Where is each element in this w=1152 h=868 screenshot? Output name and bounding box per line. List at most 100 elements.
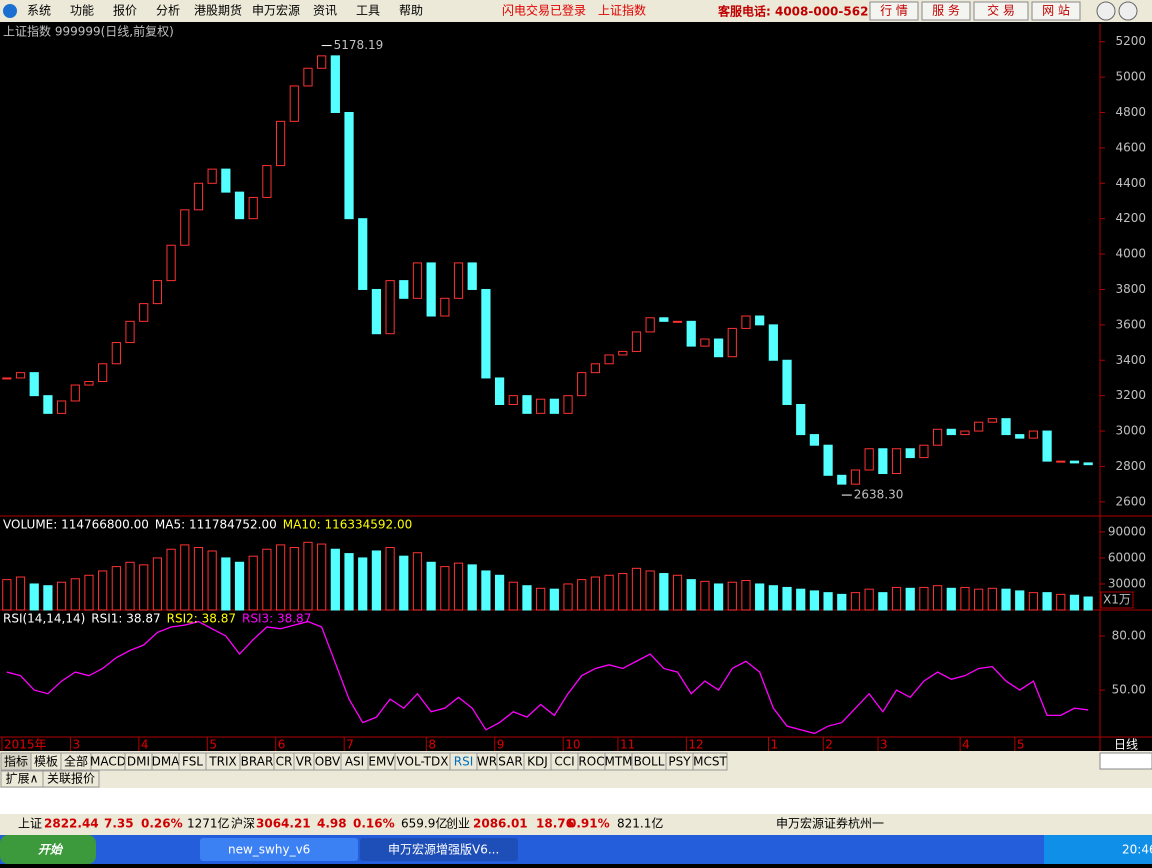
candle — [426, 262, 436, 317]
y-tick-label: 5000 — [1115, 70, 1146, 84]
menu-item[interactable]: 帮助 — [399, 4, 423, 18]
candle — [809, 434, 820, 446]
candle — [125, 320, 135, 344]
volume-bar — [809, 590, 820, 611]
y-tick-label: 80.00 — [1112, 628, 1146, 642]
tab-label: CCI — [554, 755, 574, 769]
menu-item[interactable]: 分析 — [156, 4, 180, 18]
panel-title: RSI(14,14,14) — [3, 612, 85, 626]
y-tick-label: 4800 — [1115, 105, 1146, 119]
task-button[interactable] — [200, 838, 358, 861]
candle — [481, 288, 491, 379]
volume-bar — [371, 550, 382, 611]
blank-area — [0, 788, 1152, 814]
menu-item[interactable]: 工具 — [356, 4, 380, 18]
menu-item[interactable]: 资讯 — [313, 4, 337, 18]
candle — [1069, 460, 1080, 464]
candle — [659, 317, 669, 322]
candle — [782, 359, 792, 406]
volume-bar — [604, 574, 614, 611]
x-tick-label: 8 — [428, 738, 436, 752]
candle — [467, 262, 477, 290]
volume-bar — [1056, 593, 1066, 611]
volume-bar — [713, 583, 724, 611]
candle — [536, 398, 546, 414]
candle — [563, 395, 573, 414]
status-item: 659.9亿 — [401, 816, 447, 831]
tab-label: SAR — [498, 755, 522, 769]
candle — [960, 430, 970, 436]
tab[interactable] — [692, 752, 728, 771]
tab-label: MCST — [693, 755, 727, 769]
top-button[interactable] — [1031, 1, 1081, 21]
status-item: 0.16% — [353, 817, 395, 831]
tab-label: RSI — [454, 755, 474, 769]
candle — [672, 320, 683, 323]
volume-bar — [344, 553, 354, 611]
tab-label: KDJ — [527, 755, 548, 769]
y-tick-label: 3200 — [1115, 388, 1146, 402]
candle — [70, 384, 80, 402]
volume-bar — [618, 573, 628, 611]
x-tick-label: 6 — [278, 738, 286, 752]
top-button[interactable] — [921, 1, 971, 21]
candle — [494, 377, 505, 406]
volume-bar — [467, 564, 477, 611]
menu-item[interactable]: 港股期货 — [194, 3, 242, 18]
menu-item[interactable]: 申万宏源 — [252, 3, 300, 18]
candle — [234, 191, 245, 220]
status-item: 创业 — [446, 817, 470, 831]
candle — [891, 448, 902, 475]
tab-label: ROC — [578, 755, 604, 769]
tab-label: DMA — [152, 755, 181, 769]
y-tick-label: 4600 — [1115, 140, 1146, 154]
candle — [1028, 430, 1039, 439]
menu-item[interactable]: 系统 — [27, 4, 51, 18]
panel-title: RSI2: 38.87 — [167, 612, 236, 626]
menu-item[interactable]: 功能 — [70, 4, 94, 18]
x-tick-label: 10 — [565, 738, 580, 752]
y-tick-label: 2800 — [1115, 459, 1146, 473]
status-item: 2822.44 — [44, 817, 99, 831]
tray — [1044, 835, 1152, 864]
chart-title: 上证指数 999999(日线,前复权) — [3, 24, 174, 39]
login-status: 上证指数 — [598, 3, 646, 18]
status-item: 821.1亿 — [617, 816, 663, 831]
status-item: 4.98 — [317, 817, 347, 831]
start-button[interactable] — [0, 835, 96, 864]
window-button[interactable] — [1096, 1, 1116, 21]
candle — [1015, 434, 1025, 439]
candle — [275, 120, 286, 167]
x-tick-label: 11 — [620, 738, 635, 752]
top-button[interactable] — [869, 1, 919, 21]
y-tick-label: 3000 — [1115, 424, 1146, 438]
volume-bar — [289, 547, 299, 611]
candle — [330, 55, 340, 113]
unit-box — [1100, 591, 1134, 609]
volume-bar — [193, 547, 204, 611]
volume-bar — [317, 543, 327, 611]
x-tick-label: 4 — [141, 738, 149, 752]
top-button[interactable] — [973, 1, 1029, 21]
volume-bar — [207, 550, 217, 611]
volume-bar — [426, 561, 436, 611]
top-button-label: 服 务 — [932, 3, 960, 18]
subtab[interactable] — [42, 770, 100, 788]
volume-bar — [494, 574, 505, 611]
start-label[interactable]: 开始 — [38, 843, 64, 857]
task-label: new_swhy_v6 — [228, 843, 310, 857]
volume-bar — [974, 588, 984, 611]
task-button[interactable] — [360, 838, 518, 861]
candle — [796, 404, 806, 436]
x-tick-label: 2 — [825, 738, 833, 752]
tab-label: VR — [296, 755, 313, 769]
volume-bar — [139, 564, 149, 611]
tab-label: CR — [276, 755, 293, 769]
status-item: 上证 — [18, 817, 42, 831]
menu-item[interactable]: 报价 — [113, 3, 137, 18]
candle — [905, 448, 915, 459]
window-button[interactable] — [1118, 1, 1138, 21]
volume-bar — [56, 581, 67, 611]
panel-title: RSI1: 38.87 — [91, 612, 160, 626]
